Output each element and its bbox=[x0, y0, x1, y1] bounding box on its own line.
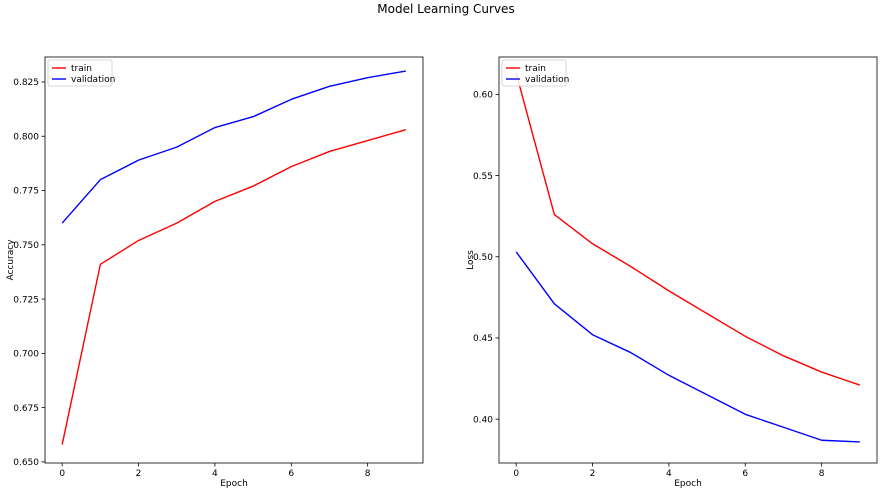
legend-label-validation: validation bbox=[525, 75, 569, 85]
y-tick-label: 0.55 bbox=[473, 172, 493, 182]
chart-0: 0 2 4 6 8 0.650 0.675 0.700 0.725 0.750 0.775 0.800… bbox=[6, 56, 424, 489]
x-tick-label: 8 bbox=[365, 469, 371, 479]
y-tick-label: 0.750 bbox=[13, 241, 39, 251]
x-tick-label: 8 bbox=[819, 469, 825, 479]
y-tick-label: 0.40 bbox=[473, 415, 493, 425]
y-tick-label: 0.725 bbox=[13, 295, 39, 305]
figure-title: Model Learning Curves bbox=[377, 2, 514, 16]
y-tick-label: 0.800 bbox=[13, 132, 39, 142]
y-axis-label: Loss bbox=[466, 250, 476, 270]
x-axis-label: Epoch bbox=[674, 479, 702, 489]
chart-1: 0 2 4 6 8 0.40 0.45 0.50 0.55 0.60 Epoch Loss trainv… bbox=[466, 56, 878, 489]
y-axis-label: Accuracy bbox=[6, 239, 16, 281]
x-tick-label: 2 bbox=[136, 469, 142, 479]
plot-area-frame bbox=[44, 56, 424, 464]
x-tick-label: 6 bbox=[288, 469, 294, 479]
x-tick-label: 6 bbox=[742, 469, 748, 479]
x-axis-label: Epoch bbox=[220, 479, 248, 489]
series-line-validation bbox=[61, 70, 406, 224]
x-tick-label: 0 bbox=[513, 469, 519, 479]
x-tick-label: 0 bbox=[59, 469, 65, 479]
series-line-train bbox=[61, 129, 407, 445]
y-tick-label: 0.675 bbox=[13, 404, 39, 414]
y-tick-label: 0.650 bbox=[13, 458, 39, 468]
plot-area-frame bbox=[498, 56, 878, 464]
y-tick-label: 0.50 bbox=[473, 253, 493, 263]
legend-label-train: train bbox=[71, 64, 92, 74]
x-tick-label: 4 bbox=[212, 469, 218, 479]
y-tick-label: 0.45 bbox=[473, 334, 493, 344]
series-line-train bbox=[515, 73, 861, 386]
y-tick-label: 0.825 bbox=[13, 78, 39, 88]
y-tick-label: 0.775 bbox=[13, 187, 39, 197]
legend-label-validation: validation bbox=[71, 75, 115, 85]
x-tick-label: 4 bbox=[666, 469, 672, 479]
x-tick-label: 2 bbox=[590, 469, 596, 479]
series-line-validation bbox=[515, 251, 860, 443]
y-tick-label: 0.60 bbox=[473, 91, 493, 101]
y-tick-label: 0.700 bbox=[13, 350, 39, 360]
legend-label-train: train bbox=[525, 64, 546, 74]
